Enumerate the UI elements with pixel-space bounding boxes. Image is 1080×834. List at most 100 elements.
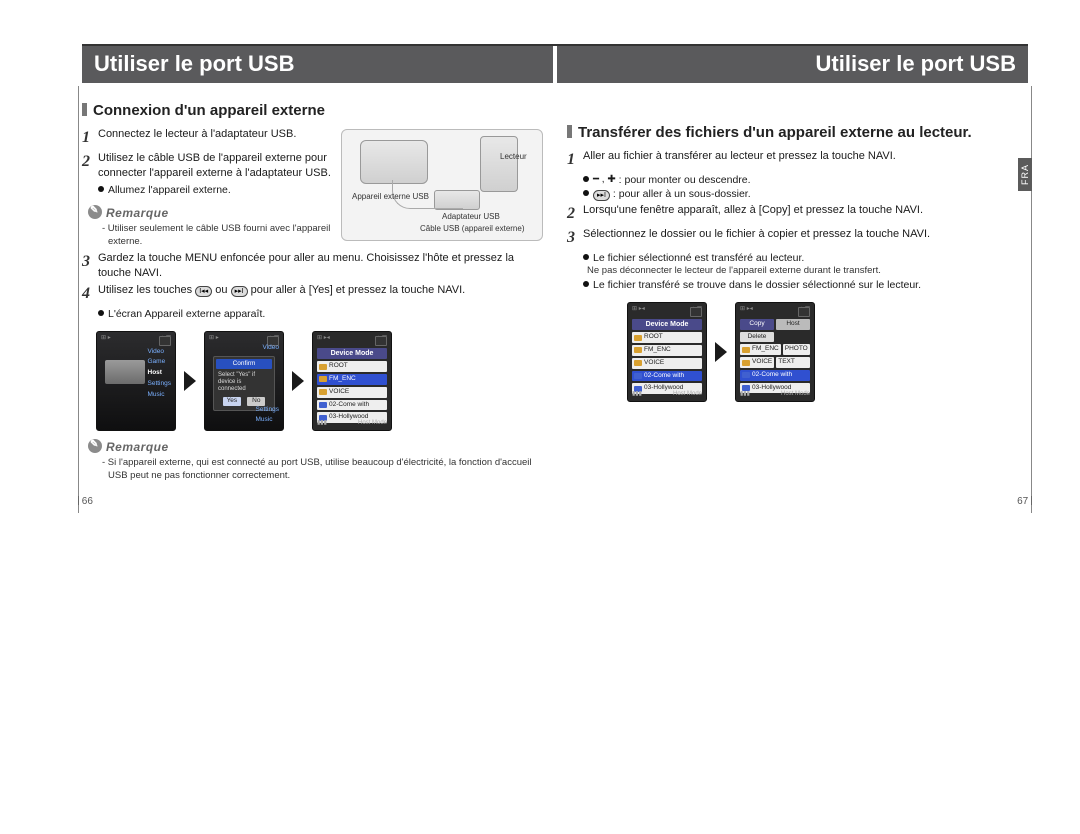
step-number: 1 bbox=[82, 127, 98, 149]
folder-icon bbox=[742, 347, 750, 353]
diagram-label-adapter: Adaptateur USB bbox=[442, 212, 500, 223]
list-row: VOICE bbox=[740, 357, 774, 368]
player-sketch bbox=[480, 136, 518, 192]
step-number: 4 bbox=[82, 283, 98, 305]
step-number: 3 bbox=[567, 227, 583, 249]
list-row: TEXT bbox=[776, 357, 810, 368]
left-section-title: Connexion d'un appareil externe bbox=[82, 101, 543, 121]
page-number-right-text: 67 bbox=[1017, 496, 1028, 507]
dual-col-row: FM_ENC PHOTO bbox=[740, 344, 810, 355]
menu-item: Video bbox=[148, 348, 172, 357]
step4-part-c: pour aller à [Yes] et pressez la touche … bbox=[251, 284, 466, 296]
bullet-dot-icon bbox=[583, 254, 589, 260]
step-number: 2 bbox=[82, 151, 98, 173]
step-body: Gardez la touche MENU enfoncée pour alle… bbox=[98, 251, 543, 281]
row-text: ROOT bbox=[329, 362, 348, 371]
page-tick-icon bbox=[1031, 496, 1032, 505]
list-row: ROOT bbox=[632, 332, 702, 343]
menu-item: Game bbox=[148, 358, 172, 367]
folder-icon bbox=[319, 364, 327, 370]
second-row: Delete bbox=[740, 332, 810, 343]
bullet-dot-icon bbox=[98, 186, 104, 192]
row-text: PHOTO bbox=[785, 345, 808, 354]
updown-symbols: ━ , ✚ bbox=[593, 173, 616, 187]
menu-item: Music bbox=[148, 391, 172, 400]
step-body: Sélectionnez le dossier ou le fichier à … bbox=[583, 227, 1028, 242]
battery-icon bbox=[690, 307, 702, 317]
step-body: Utilisez le câble USB de l'appareil exte… bbox=[98, 151, 331, 181]
delete-tab: Delete bbox=[740, 332, 774, 343]
host-mode-label: Host Mode bbox=[781, 390, 810, 398]
right-screens: ⊞ ▸◂⌂ ⊟ Device Mode ROOT FM_ENC VOICE 02… bbox=[627, 302, 1028, 402]
pencil-icon bbox=[88, 439, 102, 453]
screen-device-mode: ⊞ ▸◂⌂ ⊟ Device Mode ROOT FM_ENC VOICE 02… bbox=[312, 331, 392, 431]
folder-icon bbox=[634, 347, 642, 353]
row-text: 02-Come with bbox=[752, 371, 792, 380]
left-section-title-text: Connexion d'un appareil externe bbox=[93, 102, 325, 119]
left-screens: ⊞ ▸⌂ ⊟ Video Game Host Settings Music bbox=[96, 331, 543, 431]
folder-icon bbox=[319, 389, 327, 395]
language-tab-text: FRA bbox=[1020, 164, 1030, 185]
bullet-dot-icon bbox=[583, 281, 589, 287]
folder-icon bbox=[742, 360, 750, 366]
right-step-2: 2 Lorsqu'une fenêtre apparaît, allez à [… bbox=[567, 203, 1028, 225]
row-text: 02-Come with bbox=[644, 372, 684, 381]
list-row: 02-Come with bbox=[317, 400, 387, 411]
row-text: ROOT bbox=[644, 333, 663, 342]
folder-icon bbox=[319, 376, 327, 382]
header-left-text: Utiliser le port USB bbox=[94, 51, 294, 76]
bullet-text: L'écran Appareil externe apparaît. bbox=[108, 308, 265, 320]
diagram-label-player: Lecteur bbox=[500, 152, 527, 163]
list-row-selected: 02-Come with bbox=[740, 370, 810, 381]
row-text: VOICE bbox=[752, 358, 772, 367]
menu-item: Settings bbox=[256, 406, 280, 415]
folder-icon bbox=[634, 335, 642, 341]
row-text: VOICE bbox=[329, 388, 349, 397]
step-number: 2 bbox=[567, 203, 583, 225]
remarque-2-line: - Si l'appareil externe, qui est connect… bbox=[102, 457, 543, 483]
remarque-2-text: Remarque bbox=[106, 440, 169, 454]
left-page: Connexion d'un appareil externe Appareil… bbox=[82, 83, 543, 483]
screen-bottom-bar: ▮▮▮Host Mode bbox=[317, 419, 387, 427]
menu-item: Video bbox=[262, 344, 279, 353]
screen-confirm: ⊞ ▸⌂ ⊟ Video Confirm Select "Yes" if dev… bbox=[204, 331, 284, 431]
header-right-text: Utiliser le port USB bbox=[816, 51, 1016, 76]
battery-icon bbox=[159, 336, 171, 346]
screen-menu-items: Video bbox=[262, 342, 279, 355]
step-body: Utilisez les touches I◂◂ ou ▸▸I pour all… bbox=[98, 283, 543, 298]
battery-icon bbox=[798, 307, 810, 317]
arrow-icon bbox=[292, 371, 304, 391]
list-row: FM_ENC bbox=[632, 345, 702, 356]
intro-block: Appareil externe USB Lecteur Adaptateur … bbox=[82, 127, 543, 249]
right-margin-rule bbox=[1031, 86, 1032, 513]
right-step-3-bullet-c: Le fichier transféré se trouve dans le d… bbox=[583, 278, 1028, 292]
row-text: FM_ENC bbox=[644, 346, 671, 355]
list-row: VOICE bbox=[317, 387, 387, 398]
list-row: ROOT bbox=[317, 361, 387, 372]
language-tab: FRA bbox=[1018, 158, 1032, 191]
menu-item: Settings bbox=[148, 380, 172, 389]
list-row: PHOTO bbox=[783, 344, 810, 355]
right-section-title-text: Transférer des fichiers d'un appareil ex… bbox=[578, 124, 972, 141]
device-mode-title: Device Mode bbox=[632, 319, 702, 330]
host-mode-label: Host Mode bbox=[673, 390, 702, 398]
right-step-3: 3 Sélectionnez le dossier ou le fichier … bbox=[567, 227, 1028, 249]
bullet-text: : pour aller à un sous-dossier. bbox=[610, 188, 751, 200]
forward-icon: ▸▸I bbox=[231, 286, 248, 297]
host-mode-label: Host Mode bbox=[358, 419, 387, 427]
step-body: Lorsqu'une fenêtre apparaît, allez à [Co… bbox=[583, 203, 1028, 218]
list-row: VOICE bbox=[632, 358, 702, 369]
file-icon bbox=[634, 373, 642, 379]
bullet-text: Allumez l'appareil externe. bbox=[108, 184, 231, 196]
title-bar-icon bbox=[82, 103, 87, 116]
menu-item: Music bbox=[256, 416, 280, 425]
screen-menu-items: Video Game Host Settings Music bbox=[148, 346, 172, 402]
battery-icon bbox=[375, 336, 387, 346]
file-icon bbox=[319, 402, 327, 408]
bullet-dot-icon bbox=[583, 190, 589, 196]
columns: Connexion d'un appareil externe Appareil… bbox=[82, 83, 1028, 483]
left-step-4-bullet: L'écran Appareil externe apparaît. bbox=[98, 307, 543, 321]
row-text: VOICE bbox=[644, 359, 664, 368]
diagram-label-device: Appareil externe USB bbox=[352, 192, 429, 203]
right-page: Transférer des fichiers d'un appareil ex… bbox=[567, 83, 1028, 483]
